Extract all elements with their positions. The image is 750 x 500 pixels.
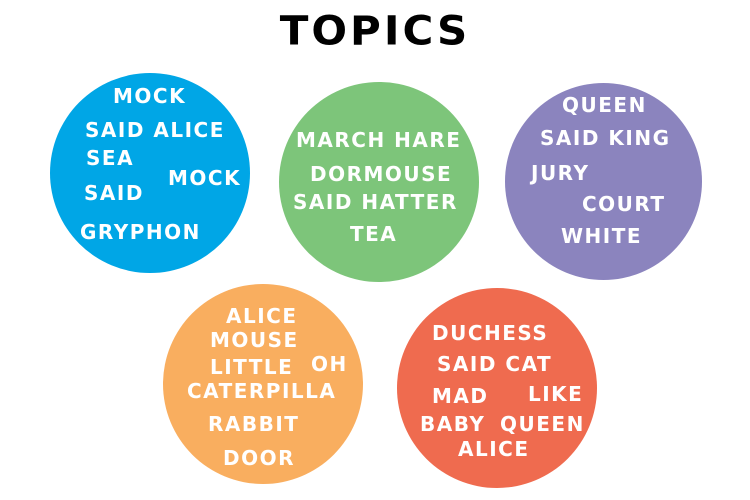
topic-1-word: SAID ALICE bbox=[85, 120, 225, 140]
topic-2-word: DORMOUSE bbox=[310, 164, 452, 184]
topic-1-word: GRYPHON bbox=[80, 222, 201, 242]
topic-4-word: LITTLE bbox=[210, 357, 293, 377]
topic-5-word: SAID CAT bbox=[437, 354, 552, 374]
topic-5-word: QUEEN bbox=[500, 414, 585, 434]
topic-1-word: SAID bbox=[84, 183, 144, 203]
topic-5-word: DUCHESS bbox=[432, 323, 548, 343]
topic-3-word: COURT bbox=[582, 194, 666, 214]
topic-2-word: SAID HATTER bbox=[293, 192, 458, 212]
topic-5-word: ALICE bbox=[458, 439, 530, 459]
topic-5-word: BABY bbox=[420, 414, 485, 434]
topic-3-word: SAID KING bbox=[540, 128, 670, 148]
topic-4-word: MOUSE bbox=[210, 330, 299, 350]
topic-1-word: MOCK bbox=[113, 86, 186, 106]
topic-4-word: CATERPILLA bbox=[187, 381, 336, 401]
topic-1-word: MOCK bbox=[168, 168, 241, 188]
topic-4-word: ALICE bbox=[226, 306, 298, 326]
topic-2-word: TEA bbox=[350, 224, 397, 244]
topic-3-word: WHITE bbox=[561, 226, 642, 246]
topic-3-word: JURY bbox=[531, 163, 589, 183]
page-title: TOPICS bbox=[0, 7, 750, 54]
topic-5-word: MAD bbox=[432, 386, 488, 406]
topic-4-word: OH bbox=[311, 354, 348, 374]
topic-5-word: LIKE bbox=[528, 384, 583, 404]
topic-4-word: DOOR bbox=[223, 448, 295, 468]
topic-4-word: RABBIT bbox=[208, 414, 299, 434]
topic-3-word: QUEEN bbox=[562, 95, 647, 115]
topic-1-word: SEA bbox=[86, 148, 134, 168]
topic-2-word: MARCH HARE bbox=[296, 130, 461, 150]
